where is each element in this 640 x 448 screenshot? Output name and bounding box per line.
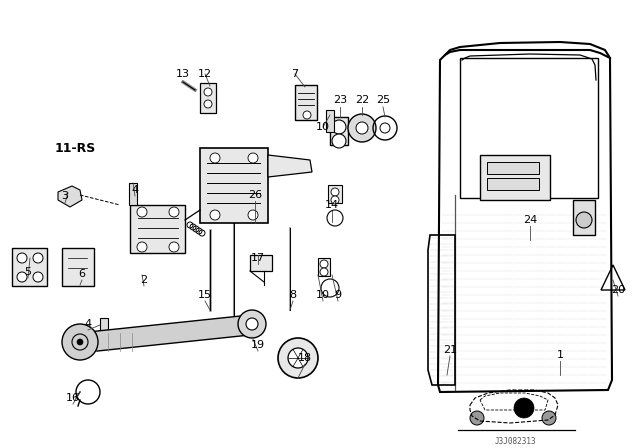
- Bar: [200, 83, 216, 113]
- Text: 8: 8: [289, 290, 296, 300]
- Circle shape: [33, 253, 43, 263]
- Text: 21: 21: [443, 345, 457, 355]
- Circle shape: [169, 207, 179, 217]
- Bar: [62, 248, 94, 286]
- Bar: [326, 110, 334, 132]
- Text: 22: 22: [355, 95, 369, 105]
- Text: 18: 18: [298, 353, 312, 363]
- Text: 12: 12: [198, 69, 212, 79]
- Circle shape: [77, 339, 83, 345]
- Bar: [460, 58, 598, 198]
- Text: 5: 5: [24, 267, 31, 277]
- Circle shape: [238, 310, 266, 338]
- Bar: [12, 248, 47, 286]
- Circle shape: [248, 210, 258, 220]
- Text: 23: 23: [333, 95, 347, 105]
- Text: 10: 10: [316, 122, 330, 132]
- Circle shape: [331, 196, 339, 204]
- Circle shape: [137, 207, 147, 217]
- Text: 9: 9: [335, 290, 342, 300]
- Bar: [487, 162, 539, 174]
- Circle shape: [137, 242, 147, 252]
- Polygon shape: [268, 155, 312, 177]
- Text: 4: 4: [84, 319, 92, 329]
- Bar: [250, 255, 272, 271]
- Text: 2: 2: [140, 275, 148, 285]
- Circle shape: [33, 272, 43, 282]
- Text: 24: 24: [523, 215, 537, 225]
- Circle shape: [470, 411, 484, 425]
- Circle shape: [332, 134, 346, 148]
- Circle shape: [303, 111, 311, 119]
- Text: 26: 26: [248, 190, 262, 200]
- Circle shape: [246, 318, 258, 330]
- Circle shape: [348, 114, 376, 142]
- Circle shape: [514, 398, 534, 418]
- Text: 25: 25: [376, 95, 390, 105]
- Circle shape: [17, 272, 27, 282]
- Bar: [328, 185, 342, 203]
- Circle shape: [204, 88, 212, 96]
- Bar: [487, 178, 539, 190]
- Text: 10: 10: [316, 290, 330, 300]
- Circle shape: [320, 260, 328, 268]
- Text: 11-RS: 11-RS: [54, 142, 95, 155]
- Circle shape: [542, 411, 556, 425]
- Circle shape: [320, 268, 328, 276]
- Text: 7: 7: [291, 69, 299, 79]
- Bar: [130, 205, 185, 253]
- Circle shape: [204, 100, 212, 108]
- Bar: [573, 200, 595, 235]
- Circle shape: [278, 338, 318, 378]
- Circle shape: [210, 210, 220, 220]
- Bar: [330, 117, 348, 145]
- Circle shape: [210, 153, 220, 163]
- Bar: [318, 258, 330, 276]
- Circle shape: [169, 242, 179, 252]
- Circle shape: [332, 120, 346, 134]
- Bar: [295, 85, 317, 120]
- Text: 15: 15: [198, 290, 212, 300]
- Text: 6: 6: [79, 269, 86, 279]
- Text: 16: 16: [66, 393, 80, 403]
- Text: J3J082313: J3J082313: [494, 436, 536, 445]
- Bar: [100, 318, 108, 342]
- Circle shape: [248, 153, 258, 163]
- Bar: [200, 148, 268, 223]
- Bar: [480, 155, 550, 200]
- Circle shape: [331, 188, 339, 196]
- Text: 4: 4: [131, 185, 139, 195]
- Circle shape: [576, 212, 592, 228]
- Text: 20: 20: [611, 285, 625, 295]
- Circle shape: [356, 122, 368, 134]
- Text: 3: 3: [61, 191, 68, 201]
- Text: 1: 1: [557, 350, 563, 360]
- Circle shape: [17, 253, 27, 263]
- Circle shape: [288, 348, 308, 368]
- Text: 19: 19: [251, 340, 265, 350]
- Text: 17: 17: [251, 253, 265, 263]
- Polygon shape: [88, 315, 262, 352]
- Polygon shape: [58, 186, 82, 207]
- Circle shape: [62, 324, 98, 360]
- Bar: [129, 183, 137, 205]
- Text: 14: 14: [325, 200, 339, 210]
- Text: 13: 13: [176, 69, 190, 79]
